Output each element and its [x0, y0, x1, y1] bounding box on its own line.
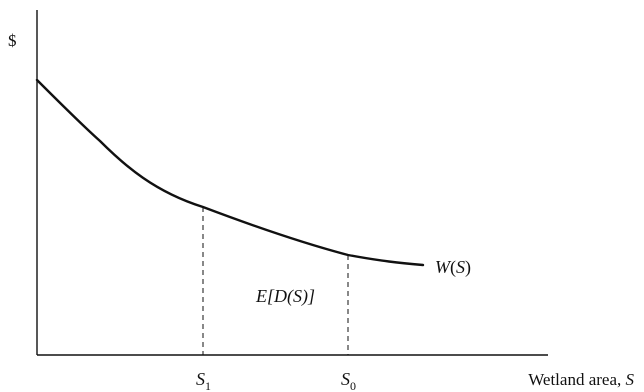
curve-label: W(S): [435, 257, 471, 278]
curve-label-close: ): [465, 257, 471, 278]
curve-label-open: (: [450, 257, 456, 278]
tick-s0-sub: 0: [350, 379, 356, 392]
curve-label-fn: W: [435, 257, 452, 277]
region-label: E[D(S)]: [255, 286, 315, 307]
tick-s1-sub: 1: [205, 379, 211, 392]
x-axis-label-text: Wetland area,: [528, 370, 625, 389]
tick-s0-label: S0: [341, 369, 356, 392]
y-axis-label: $: [8, 31, 17, 50]
tick-s1-base: S: [196, 369, 205, 389]
tick-s0-base: S: [341, 369, 350, 389]
tick-s1-label: S1: [196, 369, 211, 392]
curve-label-var: S: [456, 257, 465, 277]
w-curve: [35, 78, 425, 267]
x-axis-label-var: S: [626, 370, 635, 389]
x-axis-label: Wetland area, S: [528, 370, 634, 389]
